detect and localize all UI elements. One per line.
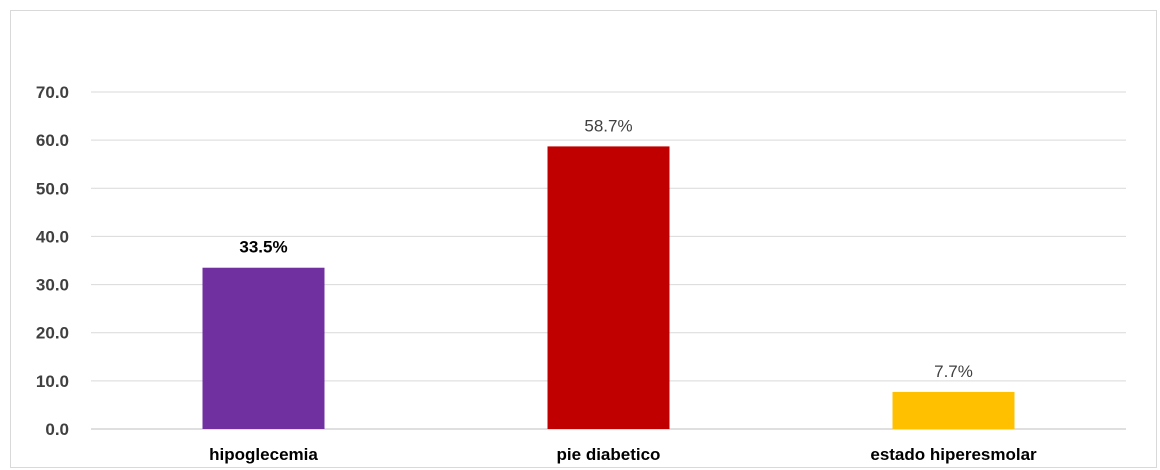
chart-area: 0.0 10.0 20.0 30.0 40.0 50.0 60.0 70.0 33.5% 58.… bbox=[10, 10, 1157, 468]
y-tick-label: 10.0 bbox=[36, 372, 69, 391]
y-tick-label: 60.0 bbox=[36, 131, 69, 150]
data-label: 58.7% bbox=[584, 116, 632, 135]
bar-hipoglecemia bbox=[202, 267, 325, 429]
bar-pie-diabetico bbox=[547, 146, 670, 429]
y-tick-label: 20.0 bbox=[36, 324, 69, 343]
y-tick-label: 30.0 bbox=[36, 276, 69, 295]
data-labels: 33.5% 58.7% 7.7% bbox=[239, 116, 972, 381]
bar-estado-hiperesmolar bbox=[892, 391, 1015, 429]
x-axis-categories: hipoglecemia pie diabetico estado hiperesm… bbox=[209, 445, 1037, 464]
y-tick-label: 40.0 bbox=[36, 227, 69, 246]
data-label: 7.7% bbox=[934, 362, 973, 381]
y-tick-label: 50.0 bbox=[36, 179, 69, 198]
data-label: 33.5% bbox=[239, 238, 287, 257]
bars bbox=[202, 146, 1015, 429]
category-label: pie diabetico bbox=[557, 445, 661, 464]
bar-chart: 0.0 10.0 20.0 30.0 40.0 50.0 60.0 70.0 33.5% 58.… bbox=[36, 83, 1126, 464]
y-tick-label: 0.0 bbox=[45, 420, 69, 439]
y-tick-label: 70.0 bbox=[36, 83, 69, 102]
category-label: hipoglecemia bbox=[209, 445, 318, 464]
y-axis-ticks: 0.0 10.0 20.0 30.0 40.0 50.0 60.0 70.0 bbox=[36, 83, 69, 439]
category-label: estado hiperesmolar bbox=[870, 445, 1037, 464]
